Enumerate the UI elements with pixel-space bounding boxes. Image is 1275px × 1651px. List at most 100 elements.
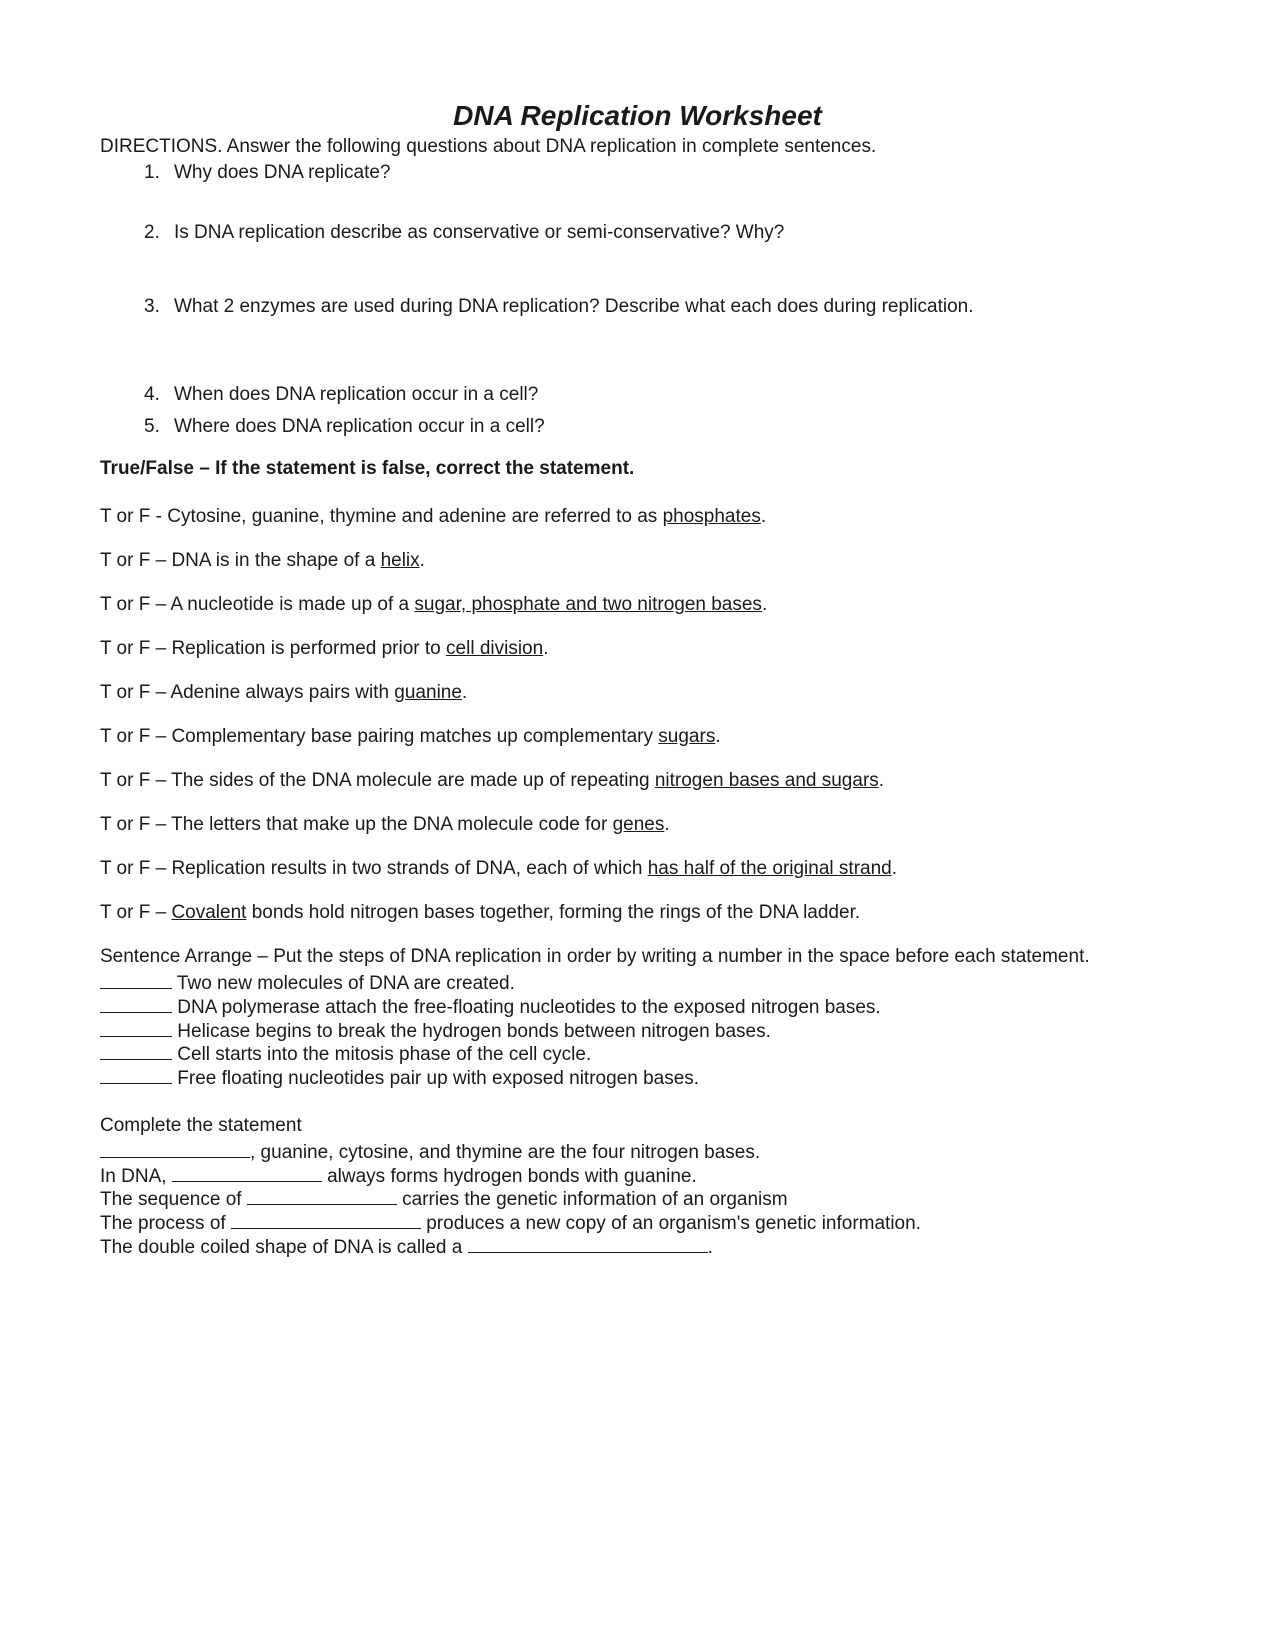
tf-item: T or F – DNA is in the shape of a helix. xyxy=(100,550,1175,572)
tf-post-text: . xyxy=(761,506,766,527)
complete-item: In DNA, always forms hydrogen bonds with… xyxy=(100,1165,1175,1189)
tf-pre-text: DNA is in the shape of a xyxy=(171,550,380,571)
complete-text: The process of xyxy=(100,1213,231,1234)
tf-post-text: . xyxy=(715,726,720,747)
complete-item: The sequence of carries the genetic info… xyxy=(100,1188,1175,1212)
tf-prefix: T or F – xyxy=(100,682,170,703)
tf-prefix: T or F – xyxy=(100,814,171,835)
directions-text: DIRECTIONS. Answer the following questio… xyxy=(100,136,1175,158)
question-item: 2. Is DNA replication describe as conser… xyxy=(144,222,1175,244)
tf-pre-text: Cytosine, guanine, thymine and adenine a… xyxy=(167,506,662,527)
tf-prefix: T or F - xyxy=(100,506,167,527)
tf-post-text: . xyxy=(879,770,884,791)
tf-underline-text: nitrogen bases and sugars xyxy=(655,770,879,791)
question-item: 3. What 2 enzymes are used during DNA re… xyxy=(144,296,1175,318)
tf-post-text: bonds hold nitrogen bases together, form… xyxy=(246,902,860,923)
arrange-item: Two new molecules of DNA are created. xyxy=(100,972,1175,996)
tf-underline-text: guanine xyxy=(394,682,462,703)
tf-item: T or F – Covalent bonds hold nitrogen ba… xyxy=(100,902,1175,924)
tf-item: T or F - Cytosine, guanine, thymine and … xyxy=(100,506,1175,528)
complete-blank[interactable] xyxy=(231,1212,421,1229)
worksheet-page: DNA Replication Worksheet DIRECTIONS. An… xyxy=(0,0,1275,1651)
tf-prefix: T or F – xyxy=(100,770,171,791)
question-text: Why does DNA replicate? xyxy=(174,162,1175,184)
tf-pre-text: Adenine always pairs with xyxy=(170,682,394,703)
question-number: 5. xyxy=(144,416,174,438)
complete-item: The double coiled shape of DNA is called… xyxy=(100,1236,1175,1260)
arrange-intro: Sentence Arrange – Put the steps of DNA … xyxy=(100,946,1175,968)
tf-underline-text: helix xyxy=(381,550,420,571)
question-number: 1. xyxy=(144,162,174,184)
arrange-blank[interactable] xyxy=(100,1020,172,1037)
complete-text: , guanine, cytosine, and thymine are the… xyxy=(250,1142,760,1163)
arrange-item: Free floating nucleotides pair up with e… xyxy=(100,1067,1175,1091)
tf-pre-text: Replication is performed prior to xyxy=(171,638,446,659)
arrange-blank[interactable] xyxy=(100,996,172,1013)
complete-text: . xyxy=(708,1237,713,1258)
tf-prefix: T or F – xyxy=(100,594,170,615)
complete-list: , guanine, cytosine, and thymine are the… xyxy=(100,1141,1175,1260)
tf-post-text: . xyxy=(664,814,669,835)
arrange-blank[interactable] xyxy=(100,972,172,989)
complete-blank[interactable] xyxy=(100,1141,250,1158)
complete-text: In DNA, xyxy=(100,1166,172,1187)
tf-item: T or F – A nucleotide is made up of a su… xyxy=(100,594,1175,616)
arrange-list: Two new molecules of DNA are created. DN… xyxy=(100,972,1175,1091)
tf-post-text: . xyxy=(543,638,548,659)
tf-pre-text: Replication results in two strands of DN… xyxy=(171,858,647,879)
complete-text: The double coiled shape of DNA is called… xyxy=(100,1237,468,1258)
tf-pre-text: Complementary base pairing matches up co… xyxy=(171,726,658,747)
complete-item: , guanine, cytosine, and thymine are the… xyxy=(100,1141,1175,1165)
tf-pre-text: The sides of the DNA molecule are made u… xyxy=(171,770,655,791)
arrange-text: DNA polymerase attach the free-floating … xyxy=(172,997,881,1018)
question-list: 1. Why does DNA replicate? 2. Is DNA rep… xyxy=(144,162,1175,438)
question-text: When does DNA replication occur in a cel… xyxy=(174,384,1175,406)
arrange-blank[interactable] xyxy=(100,1067,172,1084)
complete-heading: Complete the statement xyxy=(100,1115,1175,1137)
tf-item: T or F – Replication is performed prior … xyxy=(100,638,1175,660)
tf-prefix: T or F – xyxy=(100,726,171,747)
complete-blank[interactable] xyxy=(172,1165,322,1182)
tf-underline-text: sugars xyxy=(658,726,715,747)
tf-item: T or F – Complementary base pairing matc… xyxy=(100,726,1175,748)
question-item: 5. Where does DNA replication occur in a… xyxy=(144,416,1175,438)
tf-prefix: T or F – xyxy=(100,902,171,923)
complete-text: carries the genetic information of an or… xyxy=(397,1189,788,1210)
tf-underline-text: cell division xyxy=(446,638,543,659)
arrange-text: Helicase begins to break the hydrogen bo… xyxy=(172,1021,771,1042)
arrange-text: Two new molecules of DNA are created. xyxy=(172,973,515,994)
tf-post-text: . xyxy=(762,594,767,615)
tf-underline-text: genes xyxy=(613,814,665,835)
tf-post-text: . xyxy=(462,682,467,703)
question-text: Where does DNA replication occur in a ce… xyxy=(174,416,1175,438)
tf-item: T or F – Adenine always pairs with guani… xyxy=(100,682,1175,704)
worksheet-title: DNA Replication Worksheet xyxy=(100,100,1175,132)
tf-underline-text: sugar, phosphate and two nitrogen bases xyxy=(414,594,762,615)
tf-post-text: . xyxy=(420,550,425,571)
complete-text: produces a new copy of an organism's gen… xyxy=(421,1213,921,1234)
complete-blank[interactable] xyxy=(247,1188,397,1205)
complete-text: always forms hydrogen bonds with guanine… xyxy=(322,1166,697,1187)
tf-list: T or F - Cytosine, guanine, thymine and … xyxy=(100,506,1175,924)
tf-prefix: T or F – xyxy=(100,638,171,659)
question-number: 2. xyxy=(144,222,174,244)
arrange-item: DNA polymerase attach the free-floating … xyxy=(100,996,1175,1020)
tf-pre-text: The letters that make up the DNA molecul… xyxy=(171,814,612,835)
tf-prefix: T or F – xyxy=(100,858,171,879)
question-number: 3. xyxy=(144,296,174,318)
tf-underline-text: Covalent xyxy=(171,902,246,923)
tf-pre-text: A nucleotide is made up of a xyxy=(170,594,414,615)
complete-item: The process of produces a new copy of an… xyxy=(100,1212,1175,1236)
tf-item: T or F – The letters that make up the DN… xyxy=(100,814,1175,836)
tf-heading: True/False – If the statement is false, … xyxy=(100,458,1175,480)
tf-item: T or F – Replication results in two stra… xyxy=(100,858,1175,880)
complete-blank[interactable] xyxy=(468,1236,708,1253)
tf-prefix: T or F – xyxy=(100,550,171,571)
arrange-item: Helicase begins to break the hydrogen bo… xyxy=(100,1020,1175,1044)
arrange-text: Free floating nucleotides pair up with e… xyxy=(172,1068,699,1089)
question-text: What 2 enzymes are used during DNA repli… xyxy=(174,296,1175,318)
tf-underline-text: phosphates xyxy=(663,506,761,527)
arrange-blank[interactable] xyxy=(100,1043,172,1060)
arrange-text: Cell starts into the mitosis phase of th… xyxy=(172,1044,591,1065)
question-text: Is DNA replication describe as conservat… xyxy=(174,222,1175,244)
